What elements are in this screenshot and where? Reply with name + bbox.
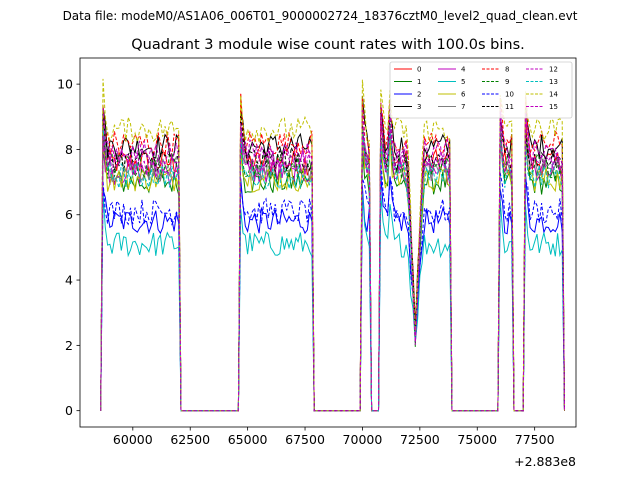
y-tick-label: 6 [65,207,73,222]
legend-label: 13 [549,78,558,86]
chart-title: Quadrant 3 module wise count rates with … [131,37,525,53]
legend-label: 1 [417,78,421,86]
legend-label: 5 [461,78,465,86]
legend-label: 9 [505,78,509,86]
legend-label: 15 [549,103,558,111]
legend-label: 7 [461,103,465,111]
plot-area: 60000 62500 65000 67500 70000 72500 75000 77500… [57,57,577,447]
x-tick-label: 77500 [515,432,555,447]
legend-label: 8 [505,66,509,74]
series-line-12 [100,103,565,412]
y-tick-label: 10 [57,77,73,92]
x-tick-label: 75000 [457,432,497,447]
y-tick-label: 8 [65,142,73,157]
series-line-2 [100,172,565,412]
chart-suptitle: Data file: modeM0/AS1A06_006T01_90000027… [63,9,578,23]
series-line-10 [100,159,565,412]
legend-label: 2 [417,91,421,99]
x-tick-label: 72500 [400,432,440,447]
legend-label: 3 [417,103,421,111]
axes-frame [79,57,577,428]
legend-label: 12 [549,66,558,74]
x-offset-label: +2.883e8 [514,454,576,469]
legend-label: 14 [549,91,558,99]
legend-label: 4 [461,66,466,74]
series-line-15 [100,111,565,412]
x-tick-label: 60000 [113,432,153,447]
x-tick-label: 65000 [228,432,268,447]
legend-label: 6 [461,91,466,99]
series-line-0 [100,115,565,412]
series-line-5 [100,192,565,412]
x-tick-label: 62500 [170,432,210,447]
x-tick-label: 70000 [343,432,383,447]
legend-label: 10 [505,91,514,99]
legend-box [389,61,573,119]
series-line-3 [100,96,565,412]
x-tick-label: 67500 [285,432,325,447]
series-line-14 [100,78,565,412]
series-line-11 [100,107,565,412]
y-tick-label: 2 [65,338,73,353]
series-line-8 [100,92,565,412]
legend-label: 0 [417,66,421,74]
legend-label: 11 [505,103,514,111]
y-tick-label: 4 [65,273,73,288]
y-tick-label: 0 [65,403,73,418]
series-lines [100,78,565,412]
